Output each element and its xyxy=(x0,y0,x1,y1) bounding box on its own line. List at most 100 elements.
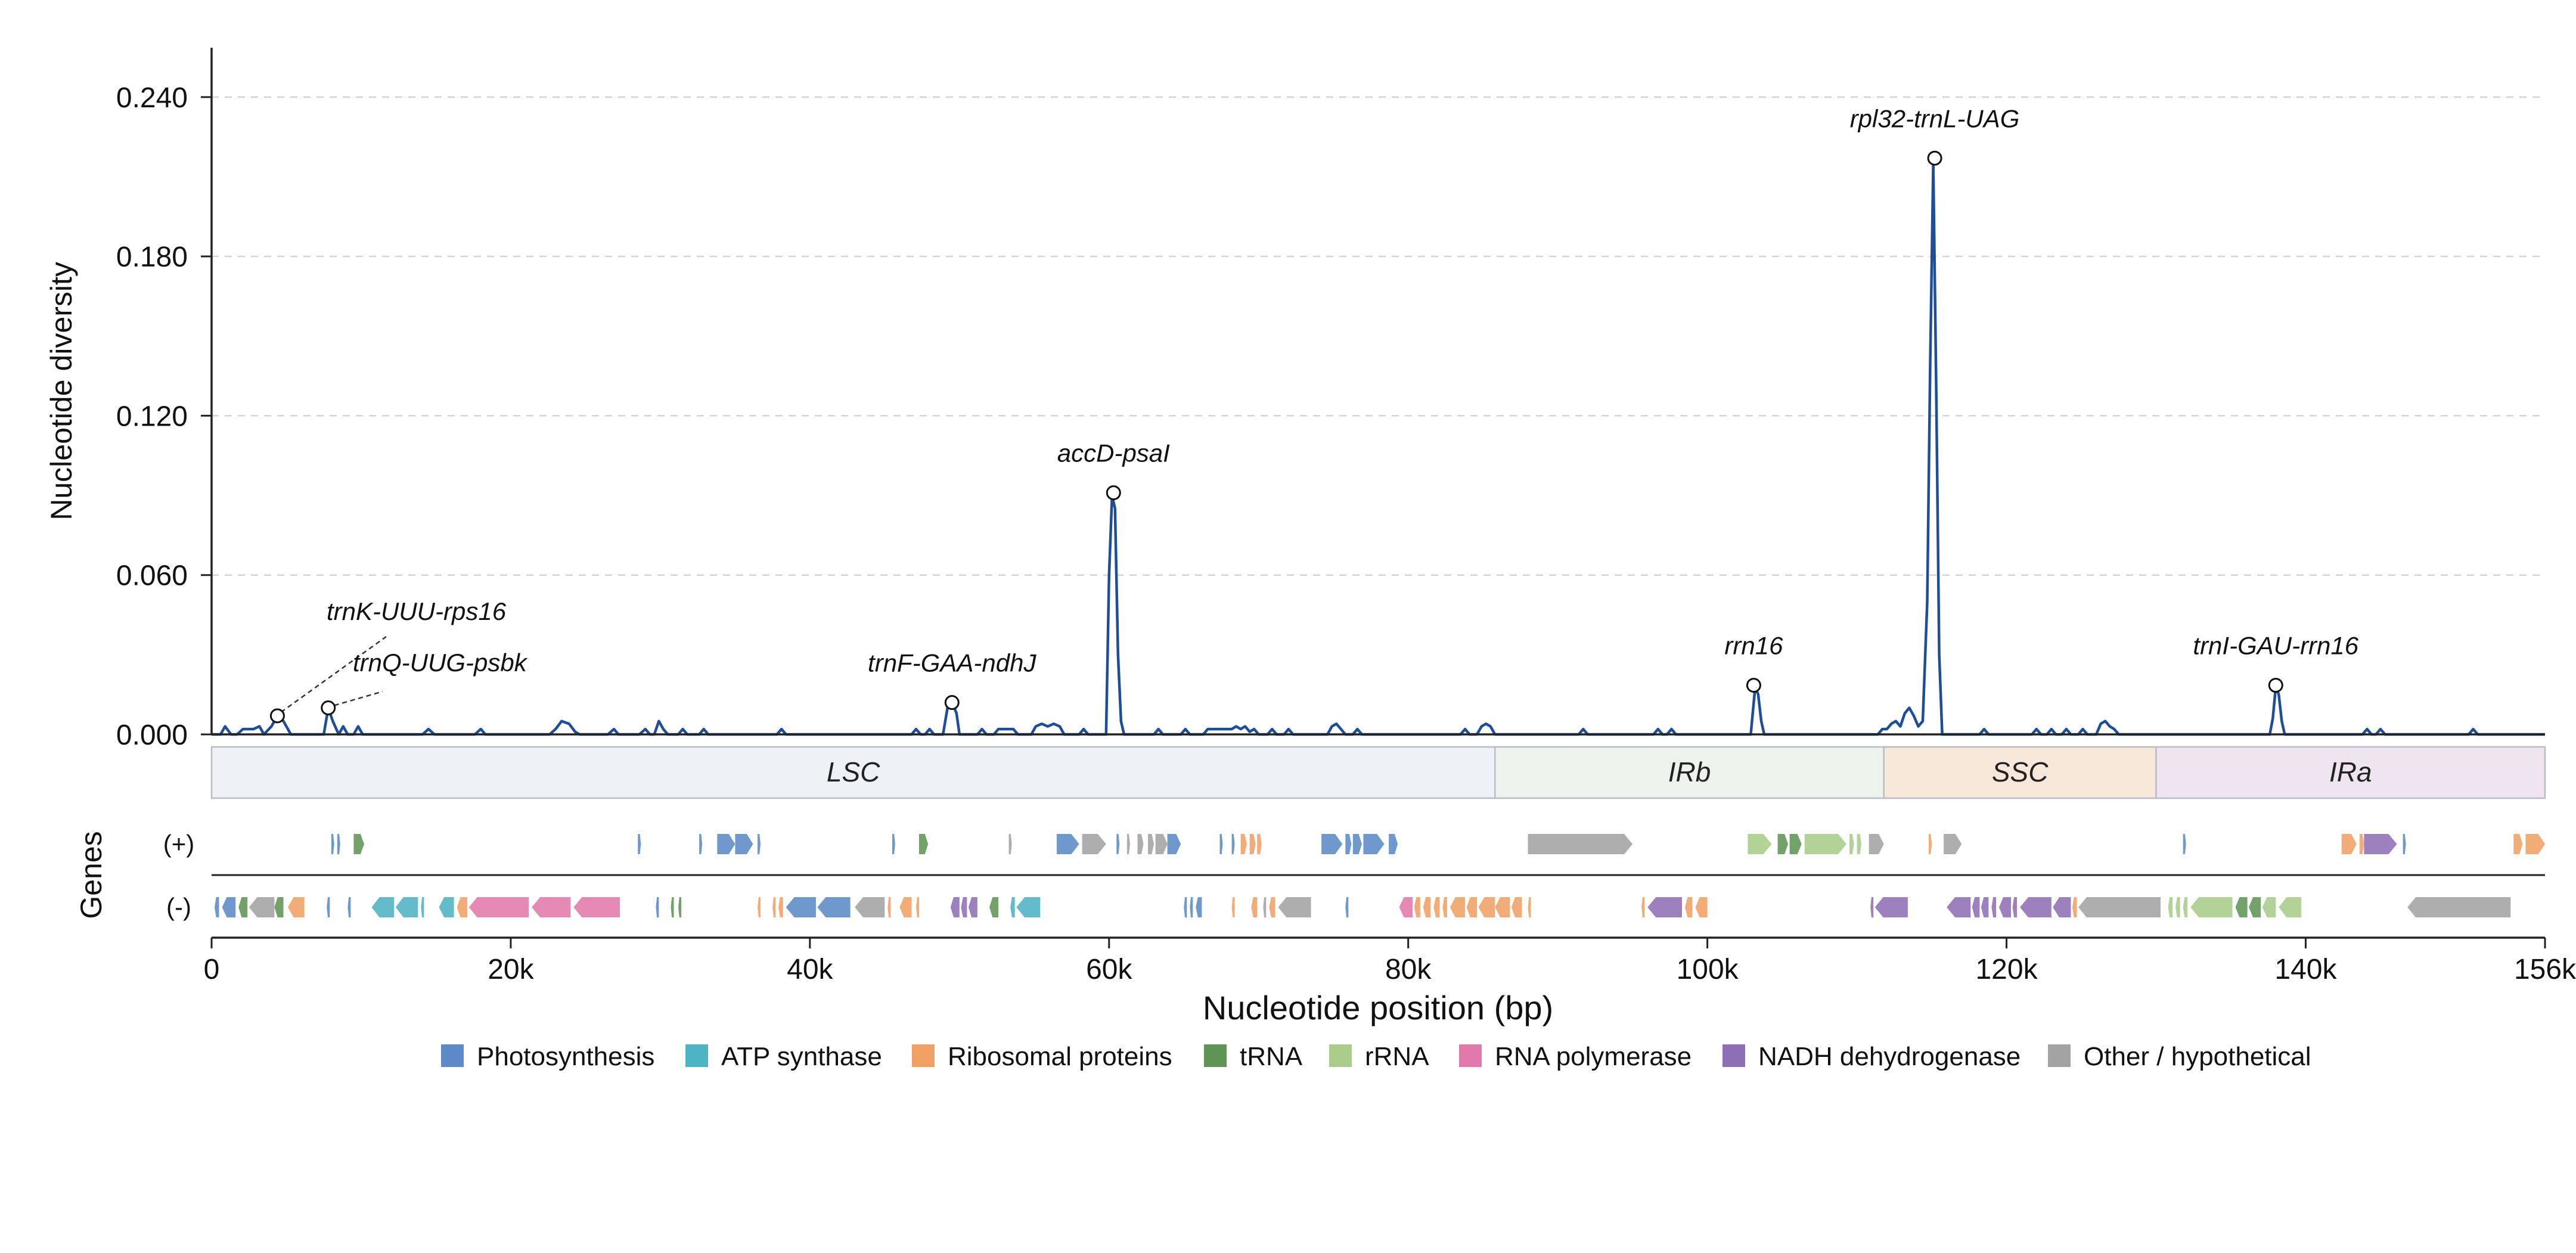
gene-photo-plus xyxy=(735,834,753,854)
gene-ribo-minus xyxy=(772,897,776,917)
gene-rrna-minus xyxy=(2262,897,2276,917)
gene-other-minus xyxy=(1278,897,1311,917)
gene-photo-plus xyxy=(2183,834,2186,854)
gene-ribo-minus xyxy=(758,897,761,917)
gene-photo-plus xyxy=(331,834,334,854)
peak-marker xyxy=(321,700,336,715)
x-tick-label: 0 xyxy=(204,954,220,985)
gene-ribo-plus xyxy=(1249,834,1256,854)
gene-rnap-minus xyxy=(532,897,571,917)
region-ira xyxy=(2155,746,2546,799)
gene-photo-plus xyxy=(2403,834,2406,854)
gene-ribo-minus xyxy=(1478,897,1495,917)
x-ticks: 0 20k 40k 60k 80k 100k 120k 140k 156k xyxy=(204,938,2576,985)
gene-ndh-minus xyxy=(2012,897,2018,917)
gene-ribo-minus xyxy=(1528,897,1531,917)
region-irb xyxy=(1494,746,1885,799)
region-label: LSC xyxy=(827,756,880,787)
peak-marker xyxy=(1927,150,1942,166)
gene-ndh-minus xyxy=(1647,897,1682,917)
x-tick-label: 20k xyxy=(488,954,534,985)
gene-ndh-minus xyxy=(1870,897,1874,917)
gene-ribo-minus xyxy=(1433,897,1440,917)
x-tick-label: 100k xyxy=(1677,954,1739,985)
peak-annotation-label: trnF-GAA-ndhJ xyxy=(868,649,1036,677)
gene-trna-minus xyxy=(2249,897,2261,917)
gene-ribo-minus xyxy=(1423,897,1431,917)
gene-photo-plus xyxy=(1116,834,1120,854)
legend-swatch-ribo xyxy=(912,1044,935,1067)
legend-swatch-rnap xyxy=(1459,1044,1482,1067)
gene-ndh-minus xyxy=(950,897,960,917)
gene-photo-plus xyxy=(758,834,761,854)
x-tick-label: 60k xyxy=(1086,954,1132,985)
peak-annotation-label: trnK-UUU-rps16 xyxy=(327,597,507,625)
legend-label: ATP synthase xyxy=(721,1042,882,1071)
peak-marker xyxy=(1106,485,1121,501)
gene-atp-minus xyxy=(371,897,395,917)
gene-ribo-minus xyxy=(1450,897,1466,917)
strand-label-minus: (-) xyxy=(166,893,191,921)
gene-atp-minus xyxy=(421,897,424,917)
legend-label: RNA polymerase xyxy=(1495,1042,1692,1071)
gene-rrna-minus xyxy=(2279,897,2301,917)
gene-ribo-minus xyxy=(1511,897,1522,917)
peak-annotation-label: rpl32-trnL-UAG xyxy=(1850,104,2020,132)
gene-ribo-minus xyxy=(1641,897,1645,917)
region-band: LSC IRb SSC IRa xyxy=(210,746,2546,799)
gene-photo-plus xyxy=(1352,834,1362,854)
gene-rnap-minus xyxy=(573,897,620,917)
gene-ndh-plus xyxy=(2364,834,2397,854)
gene-photo-plus xyxy=(717,834,735,854)
gene-photo-plus xyxy=(1321,834,1343,854)
gene-trna-minus xyxy=(274,897,284,917)
genes-axis-label: Genes xyxy=(75,831,108,919)
gene-ribo-plus xyxy=(1240,834,1247,854)
gene-other-plus xyxy=(1148,834,1154,854)
gene-photo-minus xyxy=(222,897,236,917)
gene-trna-plus xyxy=(919,834,929,854)
gene-ndh-minus xyxy=(1981,897,1989,917)
gene-ribo-minus xyxy=(916,897,919,917)
gene-ndh-minus xyxy=(968,897,977,917)
gene-rrna-minus xyxy=(2175,897,2180,917)
gene-trna-minus xyxy=(2235,897,2248,917)
gene-trna-minus xyxy=(989,897,999,917)
gene-trna-plus xyxy=(1777,834,1789,854)
gene-ribo-minus xyxy=(1685,897,1693,917)
gene-rrna-plus xyxy=(1849,834,1854,854)
gene-other-minus xyxy=(2078,897,2161,917)
strand-label-plus: (+) xyxy=(163,830,195,858)
gene-other-minus xyxy=(855,897,885,917)
legend-label: NADH dehydrogenase xyxy=(1758,1042,2021,1071)
peak-marker xyxy=(269,708,285,724)
legend-label: Photosynthesis xyxy=(477,1042,654,1071)
gene-other-plus xyxy=(1082,834,1106,854)
peak-annotation-label: accD-psaI xyxy=(1057,439,1170,467)
gene-ndh-minus xyxy=(961,897,967,917)
gene-ribo-minus xyxy=(1231,897,1235,917)
gene-ndh-minus xyxy=(2053,897,2071,917)
y-tick-label: 0.000 xyxy=(116,719,188,751)
legend-swatch-rrna xyxy=(1329,1044,1352,1067)
gene-photo-minus xyxy=(817,897,851,917)
gene-trna-plus xyxy=(353,834,364,854)
gene-photo-plus xyxy=(1363,834,1385,854)
x-tick-label: 40k xyxy=(787,954,833,985)
gene-other-minus xyxy=(249,897,275,917)
gene-photo-minus xyxy=(215,897,219,917)
gene-other-plus xyxy=(1528,834,1633,854)
region-lsc xyxy=(210,746,1496,799)
region-label: IRa xyxy=(2329,756,2372,787)
gene-ribo-minus xyxy=(1466,897,1478,917)
gene-photo-plus xyxy=(1231,834,1235,854)
gene-ribo-minus xyxy=(887,897,891,917)
gene-rrna-minus xyxy=(2190,897,2233,917)
gene-atp-minus xyxy=(1016,897,1041,917)
gene-ribo-plus xyxy=(1929,834,1932,854)
legend-label: Other / hypothetical xyxy=(2084,1042,2311,1071)
gene-ndh-minus xyxy=(1991,897,1996,917)
gene-ndh-minus xyxy=(1999,897,2012,917)
